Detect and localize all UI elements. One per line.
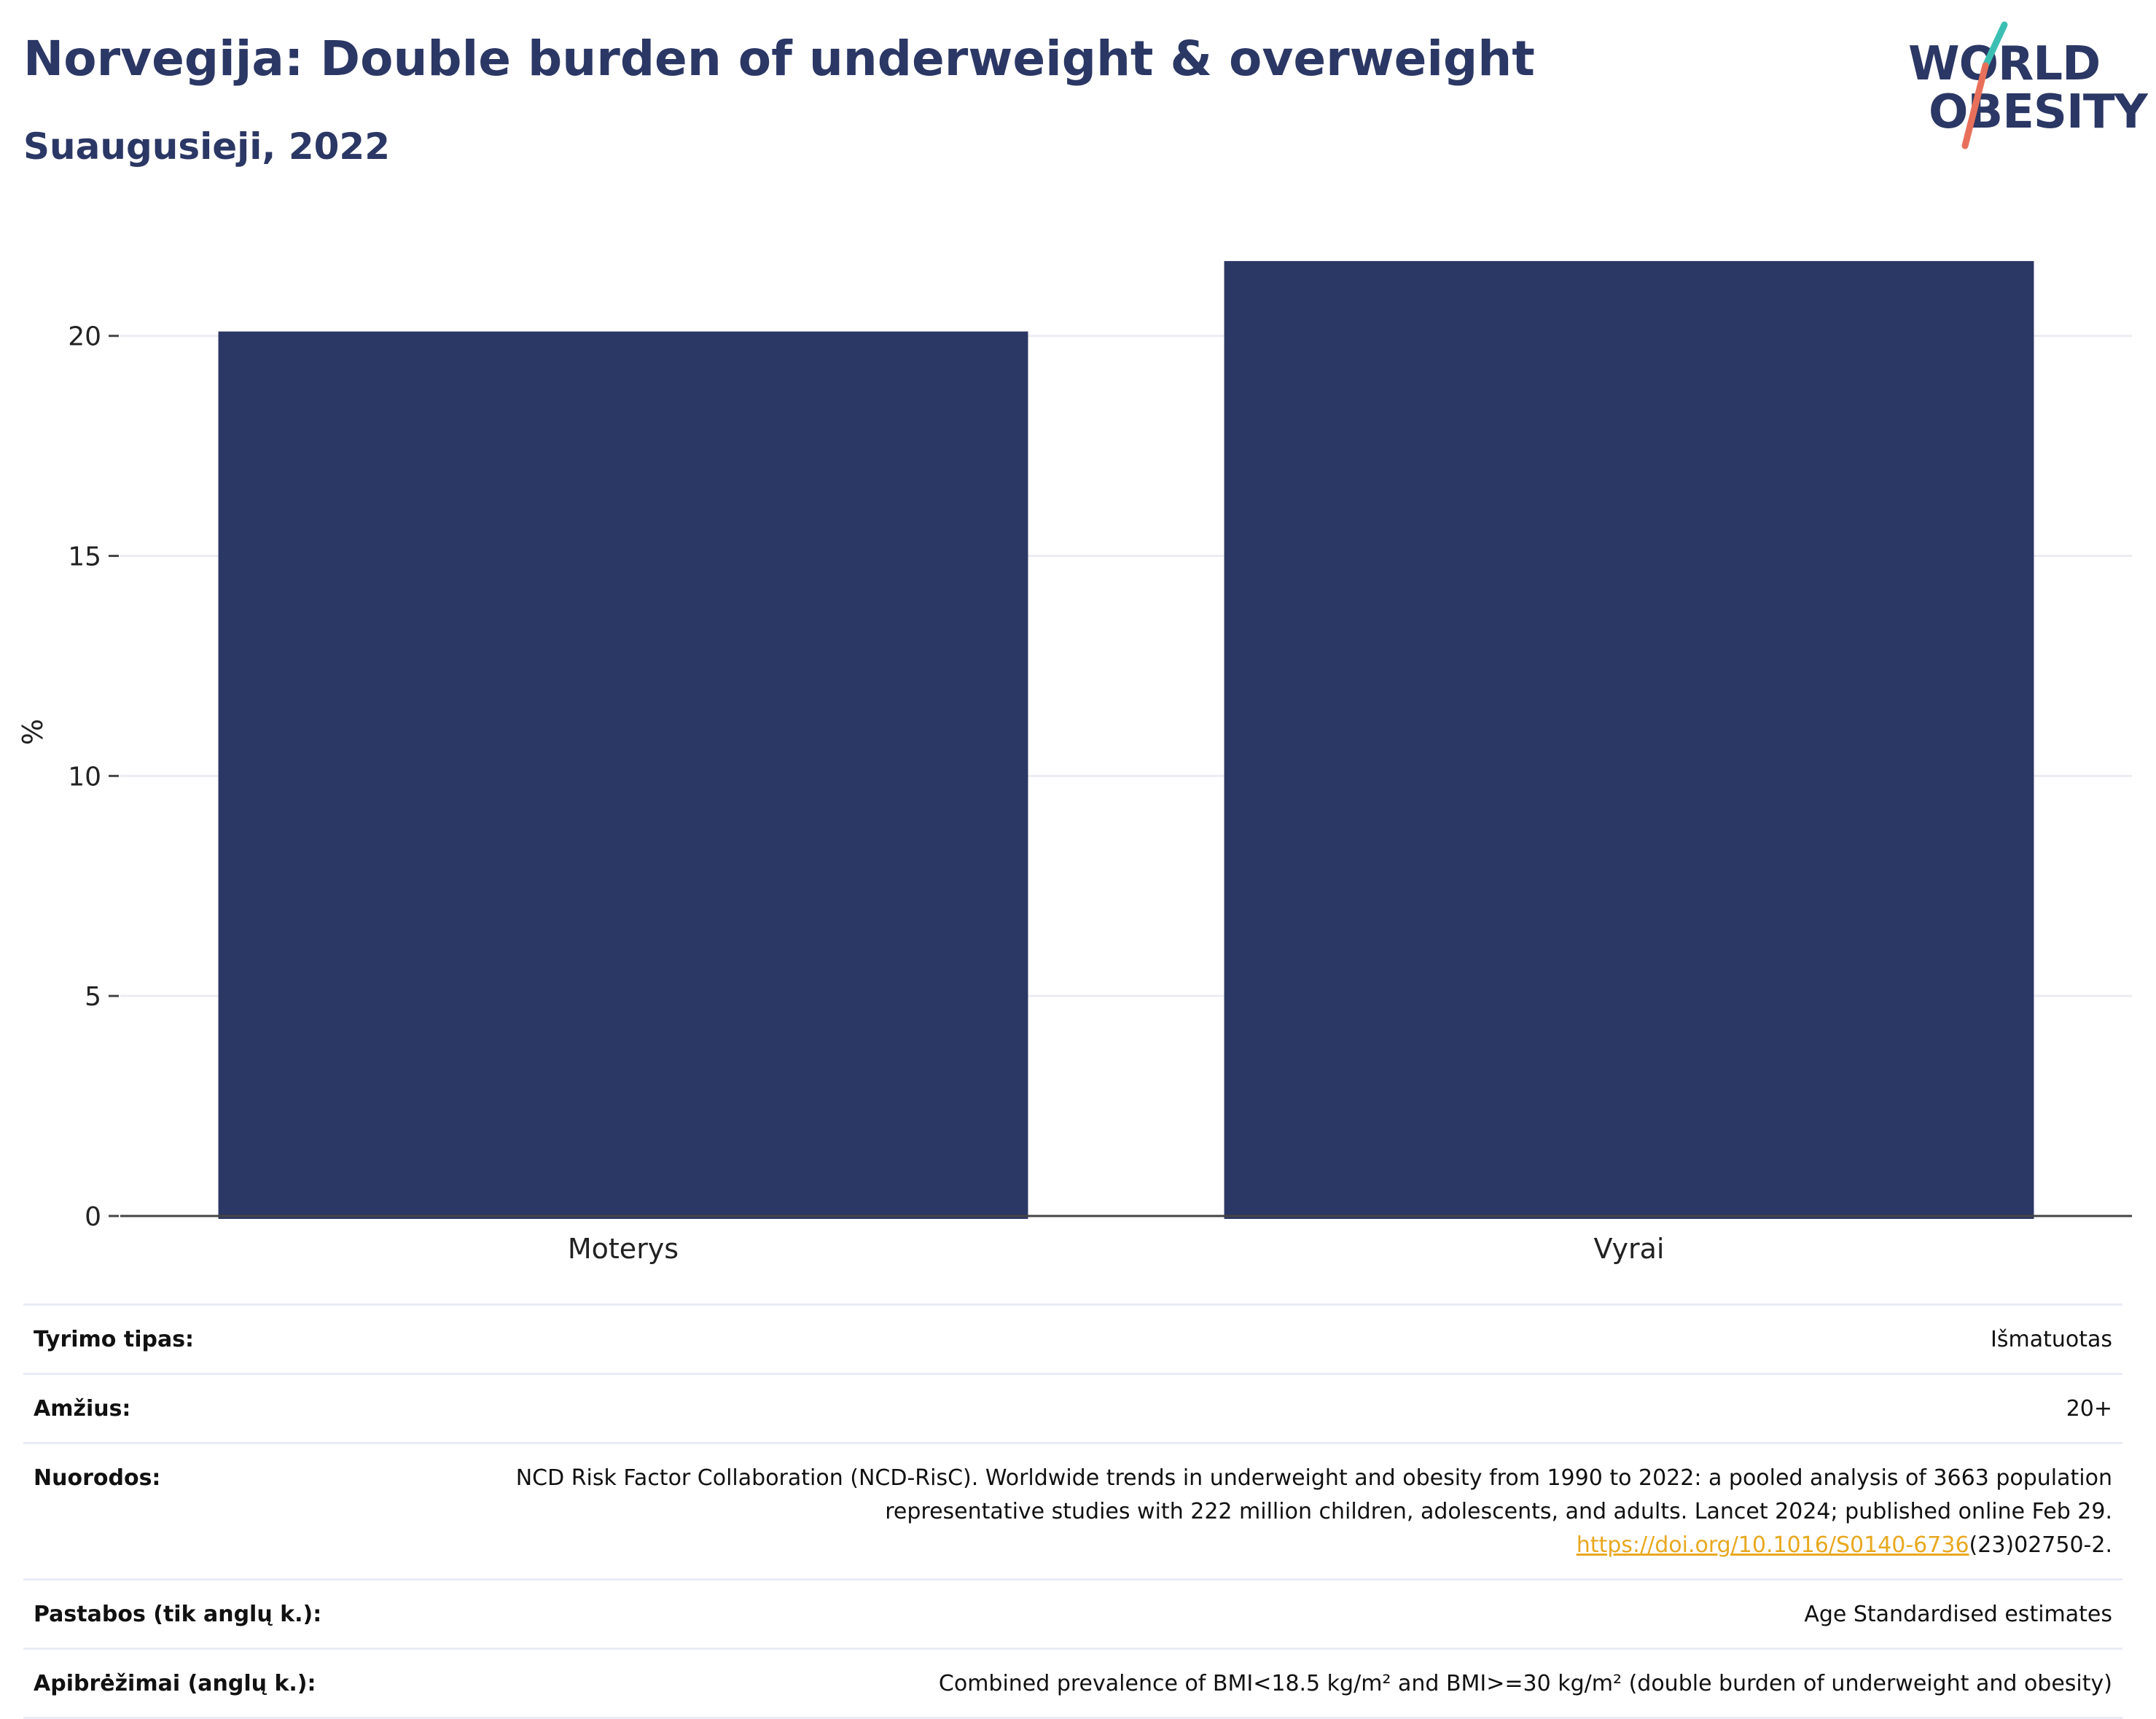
study-type-value: Išmatuotas <box>1991 1327 2112 1352</box>
x-axis-ticks: Moterys Vyrai <box>568 1233 1665 1265</box>
y-tick-label: 20 <box>68 322 101 352</box>
logo-slash-icon <box>1961 21 2008 149</box>
y-tick-label: 15 <box>68 542 101 572</box>
references-value: NCD Risk Factor Collaboration (NCD-RisC)… <box>509 1462 2112 1562</box>
y-axis-ticks: 0 5 10 15 20 <box>68 322 119 1232</box>
y-tick-label: 5 <box>85 982 101 1012</box>
age-value: 20+ <box>2066 1396 2112 1422</box>
definitions-label: Apibrėžimai (anglų k.): <box>34 1671 316 1696</box>
meta-row-definitions: Apibrėžimai (anglų k.): Combined prevale… <box>23 1648 2122 1719</box>
references-doi-link[interactable]: https://doi.org/10.1016/S0140-6736 <box>1576 1532 1969 1558</box>
references-label: Nuorodos: <box>34 1465 161 1491</box>
chart-title: Norvegija: Double burden of underweight … <box>23 31 1535 87</box>
metadata-table: Tyrimo tipas: Išmatuotas Amžius: 20+ Nuo… <box>23 1303 2122 1719</box>
bars <box>218 261 2034 1219</box>
y-tick-label: 10 <box>68 762 101 792</box>
world-obesity-logo: WORLD OBESITY <box>1895 20 2148 159</box>
meta-row-notes: Pastabos (tik anglų k.): Age Standardise… <box>23 1578 2122 1648</box>
age-label: Amžius: <box>34 1396 131 1422</box>
chart-subtitle: Suaugusieji, 2022 <box>23 125 390 168</box>
references-doi-suffix: (23)02750-2. <box>1969 1532 2112 1558</box>
logo-line2: OBESITY <box>1929 85 2148 139</box>
y-tick-label: 0 <box>85 1202 101 1232</box>
definitions-value: Combined prevalence of BMI<18.5 kg/m² an… <box>938 1671 2112 1696</box>
notes-value: Age Standardised estimates <box>1804 1602 2112 1627</box>
logo-line1: WORLD <box>1908 37 2101 91</box>
meta-row-references: Nuorodos: NCD Risk Factor Collaboration … <box>23 1442 2122 1578</box>
bar-vyrai[interactable] <box>1224 261 2034 1219</box>
notes-label: Pastabos (tik anglų k.): <box>34 1602 322 1627</box>
y-axis-label: % <box>17 719 49 745</box>
bar-chart: 0 5 10 15 20 Moterys Vyrai % <box>17 261 2132 1265</box>
study-type-label: Tyrimo tipas: <box>34 1327 195 1352</box>
bar-moterys[interactable] <box>218 331 1028 1219</box>
meta-row-age: Amžius: 20+ <box>23 1373 2122 1442</box>
x-tick-label: Moterys <box>568 1233 679 1265</box>
x-tick-label: Vyrai <box>1594 1233 1665 1265</box>
meta-row-study-type: Tyrimo tipas: Išmatuotas <box>23 1303 2122 1373</box>
references-text: NCD Risk Factor Collaboration (NCD-RisC)… <box>515 1465 2112 1524</box>
